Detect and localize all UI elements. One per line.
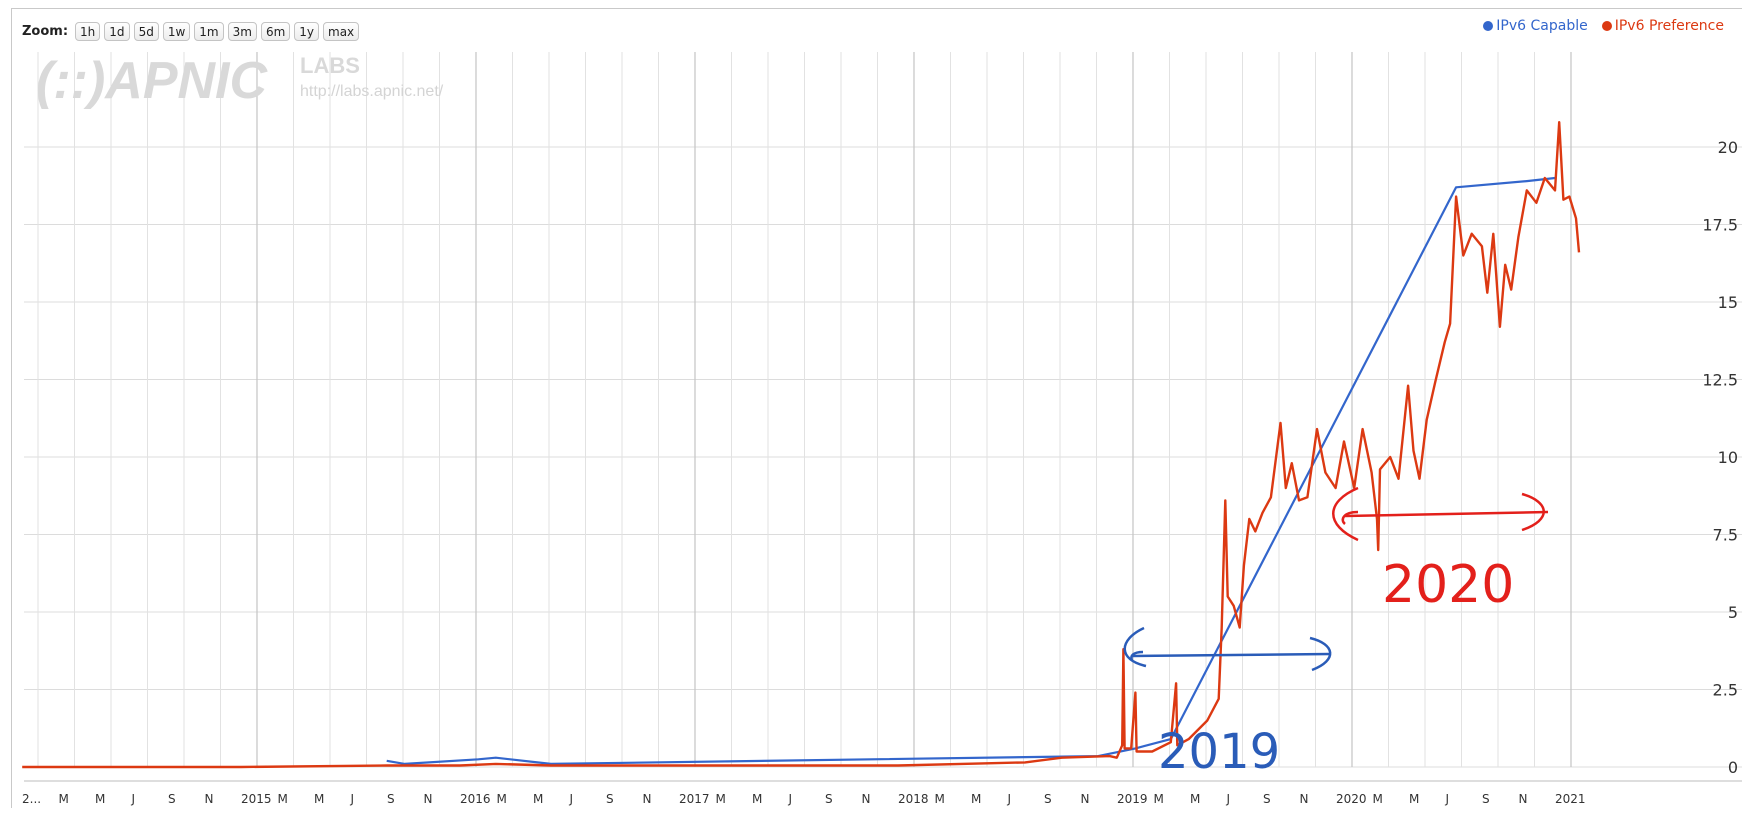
x-tick-label: 2019: [1117, 792, 1148, 806]
zoom-controls: Zoom: 1h 1d 5d 1w 1m 3m 6m 1y max: [22, 20, 360, 42]
zoom-1d-button[interactable]: 1d: [104, 21, 130, 41]
x-tick-label: M: [1154, 792, 1164, 806]
watermark-url: http://labs.apnic.net/: [300, 83, 444, 100]
x-tick-label: M: [1409, 792, 1419, 806]
zoom-6m-button[interactable]: 6m: [260, 21, 291, 41]
annotation-2019: 2019: [1123, 626, 1332, 780]
annotation-arrowhead-icon: [1309, 636, 1332, 672]
zoom-5d-button[interactable]: 5d: [133, 21, 159, 41]
x-tick-label: N: [862, 792, 871, 806]
annotation-label-2019: 2019: [1158, 724, 1280, 780]
x-tick-label: 2017: [679, 792, 710, 806]
x-tick-label: S: [1482, 792, 1490, 806]
x-tick-label: J: [350, 792, 355, 806]
x-tick-label: J: [1445, 792, 1450, 806]
annotation-hook-icon: [1130, 650, 1144, 661]
x-tick-label: M: [314, 792, 324, 806]
x-tick-label: N: [205, 792, 214, 806]
x-tick-label: 2020: [1336, 792, 1367, 806]
chart-legend: IPv6 Capable IPv6 Preference: [1483, 18, 1724, 34]
legend-dot-icon: [1483, 21, 1494, 31]
x-tick-label: S: [387, 792, 395, 806]
legend-label: IPv6 Capable: [1496, 18, 1588, 34]
legend-item-ipv6-capable[interactable]: IPv6 Capable: [1483, 18, 1588, 34]
x-tick-label: 2...: [22, 792, 41, 806]
y-tick-label: 10: [1718, 448, 1738, 467]
y-tick-label: 5: [1728, 603, 1738, 622]
x-tick-label: N: [1519, 792, 1528, 806]
grid-layer: [24, 52, 1742, 782]
zoom-3m-button[interactable]: 3m: [227, 21, 257, 41]
annotation-label-2020: 2020: [1382, 555, 1514, 615]
annotation-bracket-left-icon: [1123, 626, 1147, 668]
x-tick-label: J: [131, 792, 136, 806]
x-tick-label: N: [1300, 792, 1309, 806]
y-tick-label: 17.5: [1702, 216, 1738, 235]
x-tick-label: S: [1263, 792, 1271, 806]
y-tick-label: 20: [1718, 138, 1738, 157]
annotation-hook-icon: [1341, 510, 1359, 525]
zoom-1w-button[interactable]: 1w: [162, 21, 191, 41]
x-tick-label: 2021: [1555, 792, 1586, 806]
x-tick-label: J: [1226, 792, 1231, 806]
x-tick-label: M: [497, 792, 507, 806]
y-tick-label: 2.5: [1713, 681, 1738, 700]
x-tick-label: N: [643, 792, 652, 806]
zoom-1m-button[interactable]: 1m: [194, 21, 224, 41]
series-layer: [22, 120, 1581, 769]
x-tick-label: 2018: [898, 792, 929, 806]
x-tick-label: N: [424, 792, 433, 806]
chart-frame: [11, 8, 1742, 808]
x-tick-label: M: [95, 792, 105, 806]
annotation-arrow-line-icon: [1344, 510, 1549, 518]
apnic-watermark: (::)APNIC LABS http://labs.apnic.net/: [36, 52, 444, 110]
watermark-labs: LABS: [300, 53, 360, 78]
y-tick-label: 7.5: [1713, 526, 1738, 545]
zoom-1y-button[interactable]: 1y: [294, 21, 320, 41]
x-tick-label: M: [935, 792, 945, 806]
zoom-max-button[interactable]: max: [323, 21, 360, 41]
x-tick-label: S: [606, 792, 614, 806]
x-tick-label: M: [752, 792, 762, 806]
x-tick-label: M: [716, 792, 726, 806]
x-tick-label: S: [1044, 792, 1052, 806]
zoom-label: Zoom:: [22, 23, 69, 39]
y-tick-label: 12.5: [1702, 371, 1738, 390]
x-tick-label: J: [569, 792, 574, 806]
x-tick-label: S: [168, 792, 176, 806]
x-tick-label: M: [533, 792, 543, 806]
x-tick-label: M: [278, 792, 288, 806]
x-tick-label: M: [1373, 792, 1383, 806]
legend-label: IPv6 Preference: [1614, 18, 1724, 34]
watermark-logo: (::)APNIC: [36, 52, 269, 110]
y-tick-label: 15: [1718, 293, 1738, 312]
legend-dot-icon: [1601, 21, 1612, 31]
zoom-1h-button[interactable]: 1h: [75, 21, 101, 41]
x-tick-label: M: [1190, 792, 1200, 806]
y-tick-label: 0: [1728, 758, 1738, 777]
annotation-arrow-line-icon: [1131, 652, 1331, 658]
annotation-bracket-left-icon: [1332, 486, 1359, 542]
x-tick-label: J: [1007, 792, 1012, 806]
x-tick-label: M: [59, 792, 69, 806]
legend-item-ipv6-preference[interactable]: IPv6 Preference: [1601, 18, 1724, 34]
x-tick-label: M: [971, 792, 981, 806]
series-ipv6-preference-line: [22, 120, 1581, 769]
annotation-arrowhead-icon: [1521, 492, 1545, 532]
x-tick-label: 2016: [460, 792, 491, 806]
annotation-2020: 2020: [1332, 486, 1549, 615]
y-axis-ticks: 0 2.5 5 7.5 10 12.5 15 17.5 20: [1702, 138, 1738, 777]
x-tick-label: 2015: [241, 792, 272, 806]
x-tick-label: J: [788, 792, 793, 806]
x-axis-ticks: 2... M M J S N 2015 M M J S N 2016 M M J S N 2017 M M J S N 2018…: [22, 792, 1586, 806]
x-tick-label: N: [1081, 792, 1090, 806]
x-tick-label: S: [825, 792, 833, 806]
